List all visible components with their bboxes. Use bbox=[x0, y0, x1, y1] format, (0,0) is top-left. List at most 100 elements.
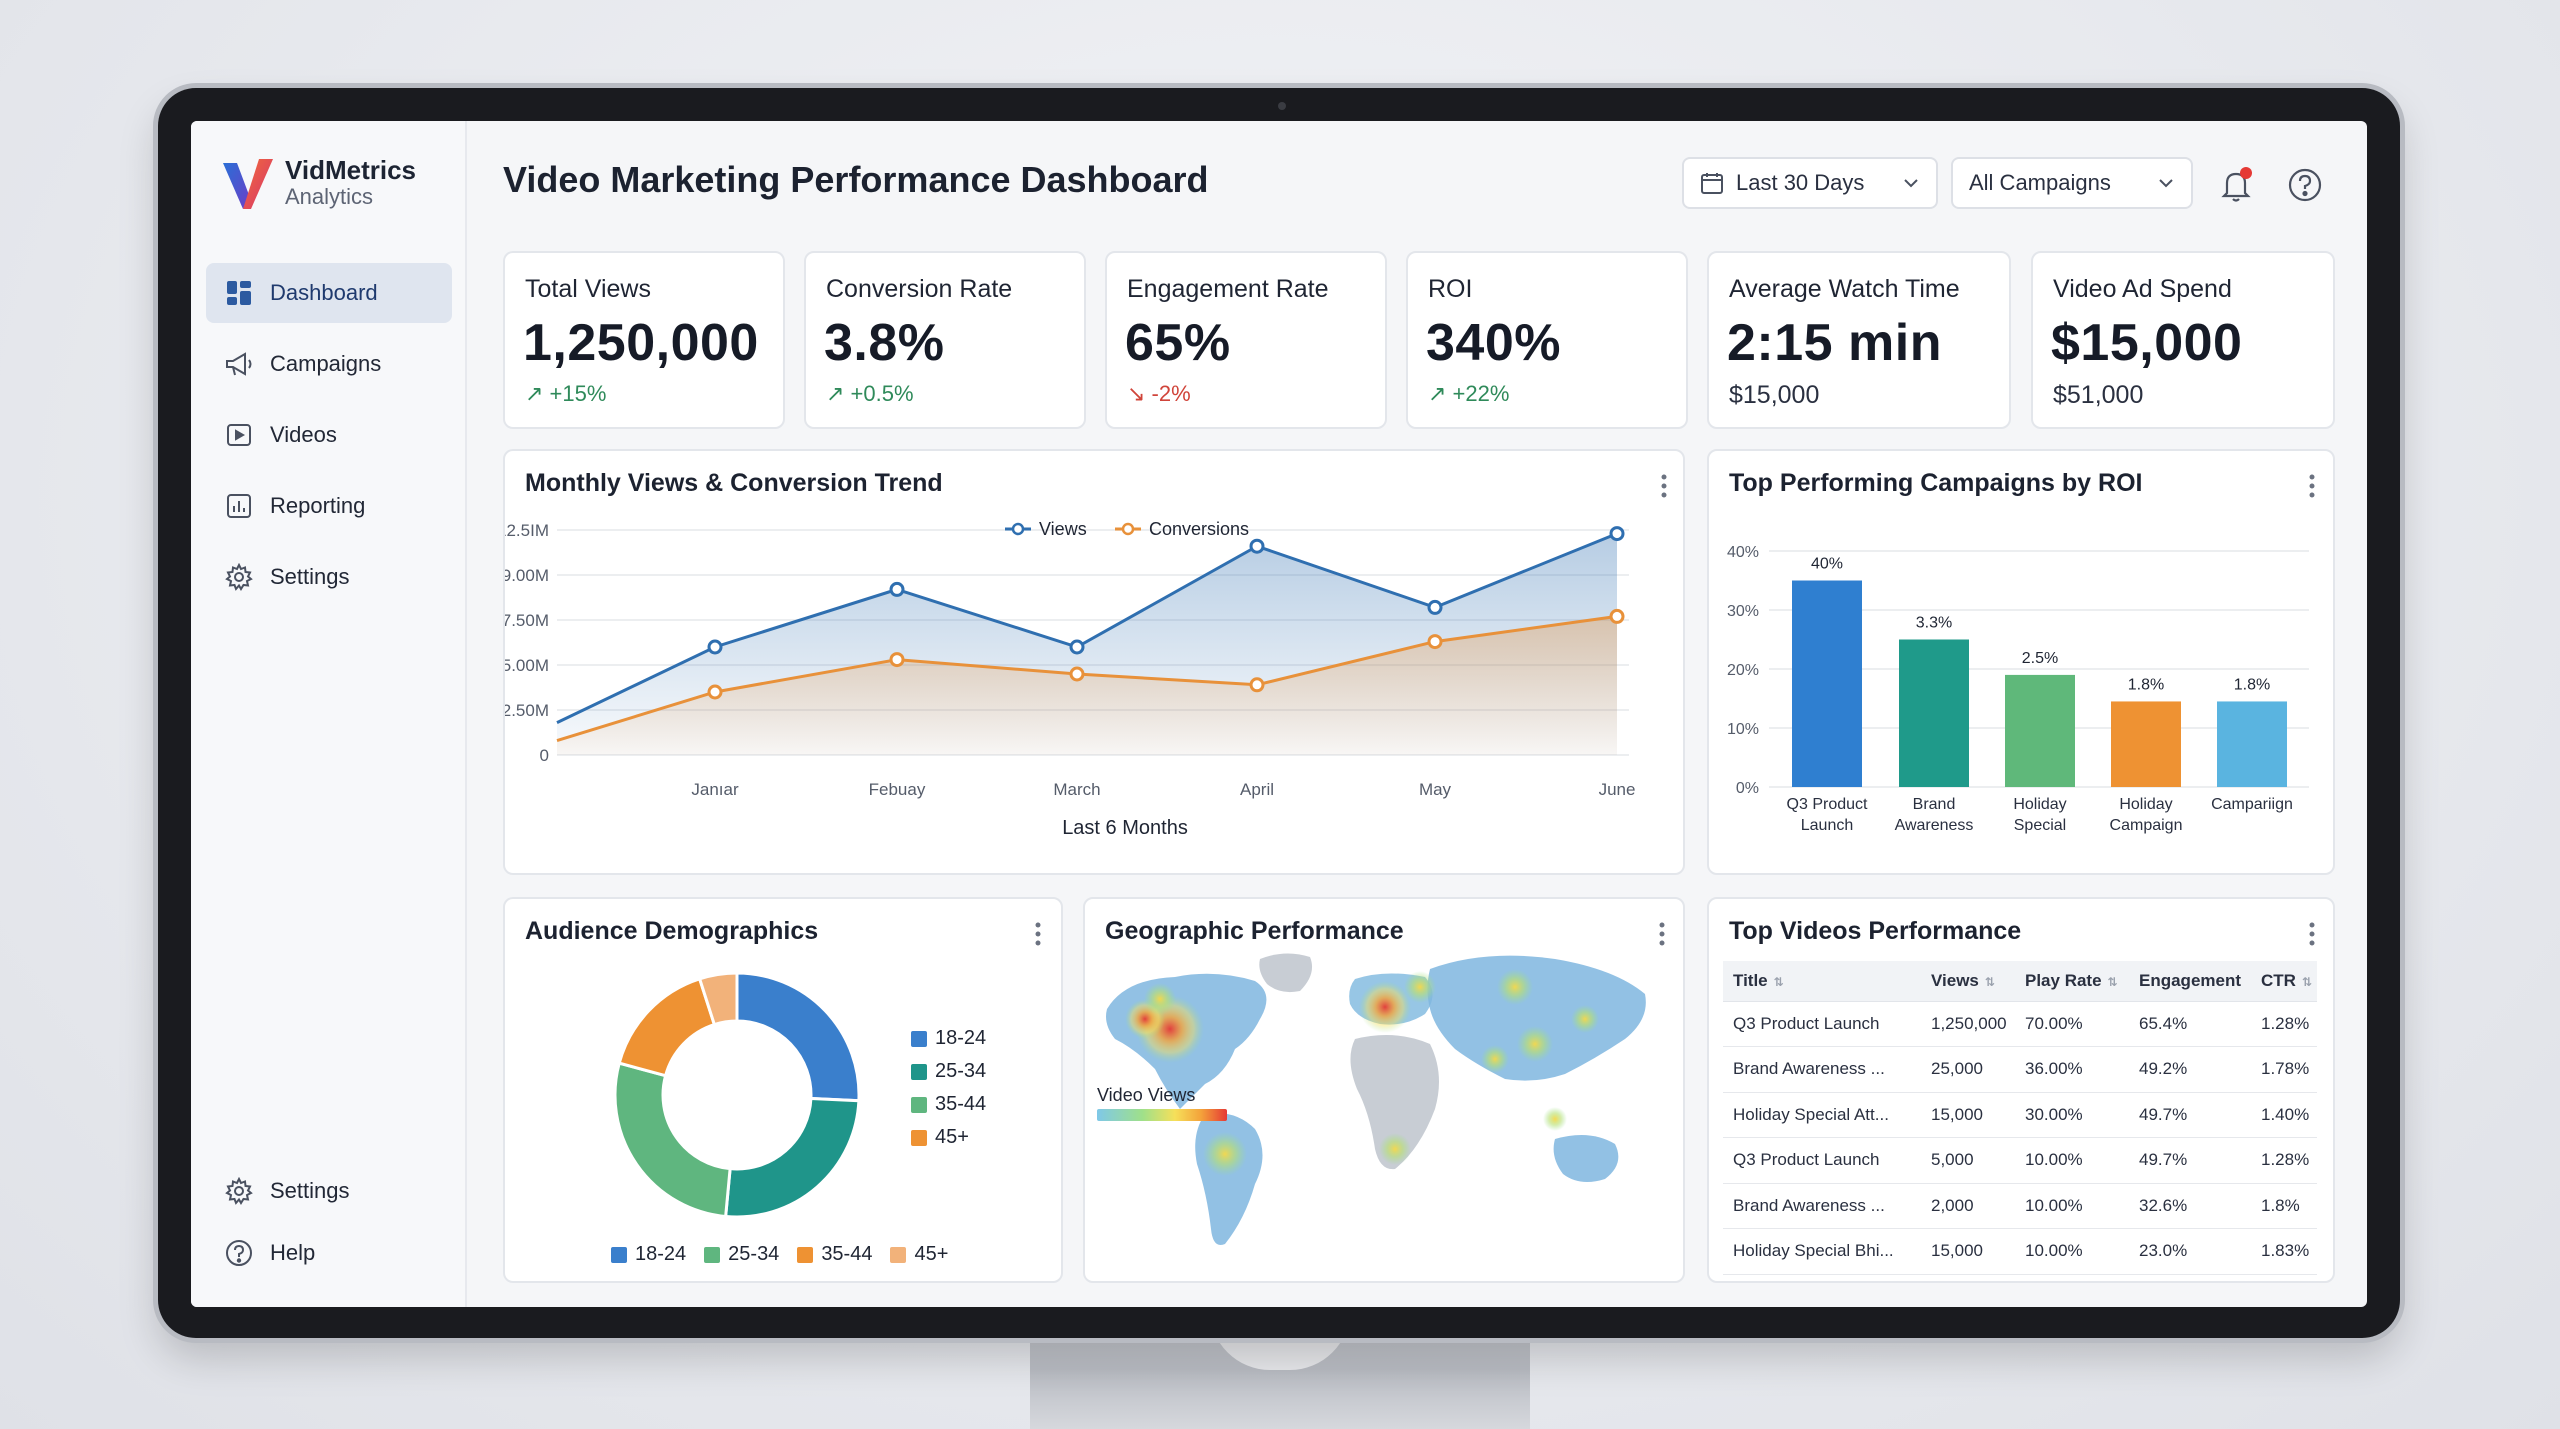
kpi-card-roi[interactable]: ROI 340% ↗ +22% bbox=[1406, 251, 1688, 429]
sidebar-item-label: Campaigns bbox=[270, 351, 382, 376]
column-header-views[interactable]: Views ⇅ bbox=[1921, 961, 2015, 1002]
sidebar-item-reporting[interactable]: Reporting bbox=[206, 476, 452, 536]
kpi-card-average-watch-time[interactable]: Average Watch Time 2:15 min $15,000 bbox=[1707, 251, 2011, 429]
x-tick-label: May bbox=[1419, 780, 1452, 799]
more-options-icon[interactable] bbox=[1033, 919, 1043, 949]
table-cell: 1.40% bbox=[2251, 1092, 2317, 1138]
help-icon[interactable] bbox=[2285, 165, 2325, 205]
sidebar-item-dashboard[interactable]: Dashboard bbox=[206, 263, 452, 323]
world-heatmap[interactable]: Video Views bbox=[1085, 899, 1683, 1281]
sidebar-item-settings-bottom[interactable]: Settings bbox=[206, 1161, 452, 1221]
kpi-value: 2:15 min bbox=[1727, 314, 1942, 372]
x-tick-label: Febuay bbox=[869, 780, 926, 799]
legend-label: 35-44 bbox=[821, 1243, 873, 1265]
table-row[interactable]: Holiday Special Bhi... 15,000 10.00% 23.0% 1… bbox=[1723, 1228, 2317, 1275]
data-point bbox=[707, 684, 723, 700]
kpi-card-conversion-rate[interactable]: Conversion Rate 3.8% ↗ +0.5% bbox=[804, 251, 1086, 429]
sort-icon: ⇅ bbox=[2301, 974, 2313, 989]
data-point bbox=[1427, 634, 1443, 650]
sidebar-item-label: Reporting bbox=[270, 493, 366, 518]
sidebar-item-campaigns[interactable]: Campaigns bbox=[206, 334, 452, 394]
column-header-label: CTR bbox=[2261, 970, 2296, 990]
column-header-label: Play Rate bbox=[2025, 970, 2102, 990]
legend-swatch bbox=[704, 1246, 721, 1263]
legend-item[interactable]: 18-24 bbox=[611, 1243, 686, 1266]
legend-item[interactable]: 45+ bbox=[911, 1126, 986, 1149]
table-row[interactable]: Holiday Special Att... 15,000 30.00% 49.7% 1… bbox=[1723, 1092, 2317, 1138]
donut-side-legend: 18-24 25-34 35-44 45+ bbox=[911, 1027, 986, 1159]
data-label: 3.3% bbox=[1916, 615, 1952, 632]
legend-item[interactable]: 45+ bbox=[890, 1243, 948, 1266]
table-cell: Holiday Special Bhi... bbox=[1723, 1228, 1921, 1275]
table-row[interactable]: Brand Awareness ... 25,000 36.00% 49.2% 1.78… bbox=[1723, 1046, 2317, 1093]
y-tick-label: 12.5IM bbox=[505, 521, 549, 540]
notification-bell-icon[interactable] bbox=[2217, 165, 2257, 205]
more-options-icon[interactable] bbox=[2307, 919, 2317, 949]
region-greenland bbox=[1259, 953, 1313, 993]
legend-swatch bbox=[890, 1246, 907, 1263]
legend-item[interactable]: 35-44 bbox=[797, 1243, 872, 1266]
kpi-card-video-ad-spend[interactable]: Video Ad Spend $15,000 $51,000 bbox=[2031, 251, 2335, 429]
column-header-title[interactable]: Title ⇅ bbox=[1723, 961, 1921, 1002]
sidebar-item-videos[interactable]: Videos bbox=[206, 405, 452, 465]
table-cell: 1.8% bbox=[2251, 1183, 2317, 1229]
table-cell: 23.0% bbox=[2129, 1228, 2251, 1275]
column-header-play-rate[interactable]: Play Rate ⇅ bbox=[2015, 961, 2129, 1002]
donut-slice bbox=[697, 971, 739, 1027]
y-tick-label: 2.50M bbox=[505, 701, 549, 720]
legend-item[interactable]: 18-24 bbox=[911, 1027, 986, 1050]
campaign-filter-dropdown[interactable]: All Campaigns bbox=[1951, 157, 2193, 209]
demographics-card: Audience Demographics 18-24 25-34 35-44 45+… bbox=[503, 897, 1063, 1283]
table-cell: 32.6% bbox=[2129, 1183, 2251, 1229]
column-header-ctr[interactable]: CTR ⇅ bbox=[2251, 961, 2317, 1002]
sidebar-item-help[interactable]: Help bbox=[206, 1223, 452, 1283]
legend-swatch bbox=[611, 1246, 627, 1263]
sidebar-bottom-nav: Settings Help bbox=[206, 1161, 452, 1285]
data-label: 2.5% bbox=[2022, 650, 2058, 667]
legend-swatch bbox=[797, 1246, 814, 1263]
sidebar-item-settings[interactable]: Settings bbox=[206, 547, 452, 607]
data-label: 40% bbox=[1811, 556, 1843, 573]
table-cell: 1.28% bbox=[2251, 1137, 2317, 1184]
kpi-card-total-views[interactable]: Total Views 1,250,000 ↗ +15% bbox=[503, 251, 785, 429]
sidebar: VidMetrics Analytics Dashboard Campaigns bbox=[191, 121, 467, 1307]
legend-item[interactable]: 25-34 bbox=[704, 1243, 779, 1266]
legend-item[interactable]: 35-44 bbox=[911, 1093, 986, 1116]
table-cell: 70.00% bbox=[2015, 1001, 2129, 1047]
kpi-delta: ↗ +15% bbox=[525, 381, 607, 406]
kpi-card-engagement-rate[interactable]: Engagement Rate 65% ↘ -2% bbox=[1105, 251, 1387, 429]
report-chart-icon bbox=[224, 491, 254, 521]
table-cell: 10.00% bbox=[2015, 1228, 2129, 1275]
more-options-icon[interactable] bbox=[1659, 471, 1669, 501]
sidebar-nav: Dashboard Campaigns Videos bbox=[206, 263, 452, 618]
data-point bbox=[889, 581, 905, 597]
column-header-engagement[interactable]: Engagement bbox=[2129, 961, 2251, 1002]
sidebar-item-label: Help bbox=[270, 1240, 316, 1265]
monitor-stand bbox=[1030, 1310, 1530, 1429]
gear-icon bbox=[224, 562, 254, 592]
brand-subtitle: Analytics bbox=[285, 184, 374, 209]
kpi-value: 65% bbox=[1125, 314, 1231, 372]
x-tick-label: Campaign bbox=[2110, 817, 2183, 834]
x-tick-label: Q3 Product bbox=[1787, 796, 1868, 813]
y-tick-label: 40% bbox=[1727, 544, 1759, 561]
megaphone-icon bbox=[224, 349, 254, 379]
table-cell: 15,000 bbox=[1921, 1228, 2015, 1275]
webcam bbox=[1278, 102, 1286, 110]
table-row[interactable]: Q3 Product Launch 1,250,000 70.00% 65.4% 1.2… bbox=[1723, 1001, 2317, 1047]
donut-slice bbox=[617, 976, 717, 1078]
x-tick-label: March bbox=[1053, 780, 1100, 799]
sidebar-item-label: Settings bbox=[270, 1178, 350, 1203]
table-row[interactable]: Q3 Product Launch 5,000 10.00% 49.7% 1.28% bbox=[1723, 1137, 2317, 1184]
brand[interactable]: VidMetrics Analytics bbox=[221, 155, 416, 211]
table-cell: Q3 Product Launch bbox=[1723, 1001, 1921, 1047]
legend-swatch bbox=[911, 1063, 927, 1080]
kpi-value: 1,250,000 bbox=[523, 314, 759, 372]
date-range-dropdown[interactable]: Last 30 Days bbox=[1682, 157, 1938, 209]
more-options-icon[interactable] bbox=[1657, 919, 1667, 949]
legend-item[interactable]: 25-34 bbox=[911, 1060, 986, 1083]
x-tick-label: Awareness bbox=[1895, 817, 1974, 834]
more-options-icon[interactable] bbox=[2307, 471, 2317, 501]
table-row[interactable]: Brand Awareness ... 2,000 10.00% 32.6% 1.8% bbox=[1723, 1183, 2317, 1229]
kpi-label: ROI bbox=[1428, 275, 1473, 303]
